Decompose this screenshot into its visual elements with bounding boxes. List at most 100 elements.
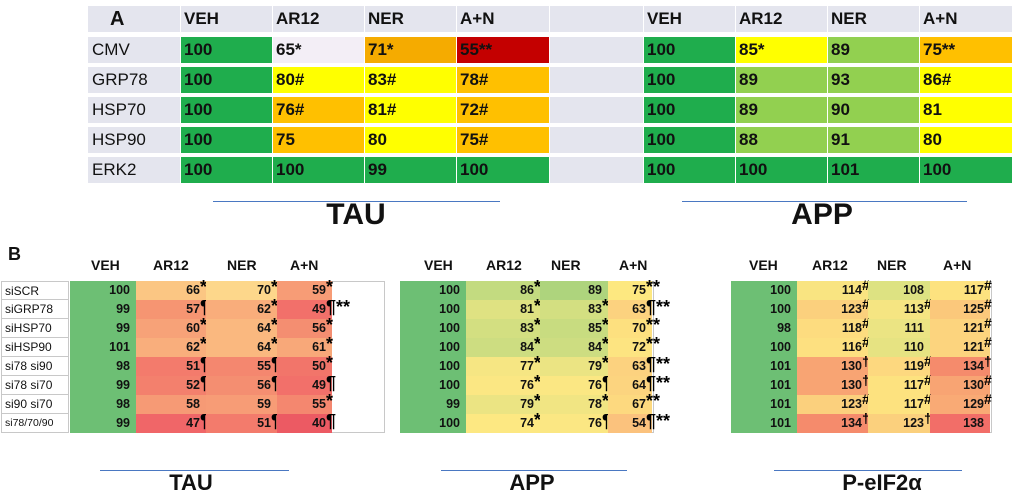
panel-b-peif-header: NER: [877, 257, 907, 273]
panel-b-tau-cell: 57: [136, 300, 206, 319]
panel-a-app-cell: 88: [736, 127, 827, 153]
panel-b-peif-cell: 100: [731, 338, 797, 357]
panel-b-tau-cell: 49: [277, 300, 332, 319]
panel-b-app-cell: 100: [400, 338, 466, 357]
panel-b-peif-significance-mark: #: [924, 353, 932, 369]
panel-b-peif-cell: 130: [797, 357, 868, 376]
panel-a-spacer: [550, 127, 643, 153]
panel-b-tau-cell: 50: [277, 357, 332, 376]
panel-a-tau-cell: 72#: [457, 97, 549, 123]
panel-b-peif-cell: 117: [868, 376, 930, 395]
panel-a-spacer: [550, 97, 643, 123]
panel-b-peif-significance-mark: #: [984, 277, 992, 293]
panel-b-row-label: siHSP70: [1, 319, 69, 338]
panel-b-peif-significance-mark: #: [924, 391, 932, 407]
panel-b-tau-cell: 51: [136, 357, 206, 376]
panel-a-tau-cell: 80#: [273, 67, 364, 93]
panel-b-tau-cell: 98: [70, 357, 136, 376]
panel-a-app-cell: 75**: [920, 37, 1012, 63]
panel-a-tau-cell: 55**: [457, 37, 549, 63]
panel-b-peif-significance-mark: †: [862, 353, 870, 369]
panel-b-tau-cell: 47: [136, 414, 206, 433]
panel-b-app-significance-mark: **: [646, 277, 661, 297]
panel-b-peif-significance-mark: #: [862, 391, 870, 407]
panel-b-app-cell: 70: [608, 319, 652, 338]
panel-a-app-cell: 89: [828, 37, 919, 63]
panel-b-peif-cell: 130: [930, 376, 990, 395]
panel-b-letter: B: [8, 244, 21, 264]
panel-b-peif-cell: 101: [731, 376, 797, 395]
panel-b-tau-header: AR12: [153, 257, 189, 273]
panel-b-tau-cell: 40: [277, 414, 332, 433]
panel-a-row-label: HSP90: [88, 127, 180, 153]
panel-a-tau-cell: 75: [273, 127, 364, 153]
panel-b-app-cell: 63: [608, 357, 652, 376]
panel-b-peif-cell: 101: [731, 414, 797, 433]
panel-b-tau-cell: 51: [206, 414, 277, 433]
panel-b-peif-significance-mark: #: [984, 334, 992, 350]
panel-b-row-label: si90 si70: [1, 395, 69, 414]
panel-b-peif-cell: 121: [930, 319, 990, 338]
panel-a-tau-header-ar12: AR12: [273, 6, 364, 32]
panel-b-peif-cell: 118: [797, 319, 868, 338]
panel-b-app-cell: 76: [466, 376, 540, 395]
panel-b-peif-cell: 110: [868, 338, 930, 357]
panel-b-peif-underline: [774, 470, 962, 471]
panel-b-app-cell: 85: [540, 319, 608, 338]
panel-b-tau-cell: 56: [206, 376, 277, 395]
panel-b-app-significance-mark: *: [534, 353, 542, 373]
panel-b-peif-cell: 134: [797, 414, 868, 433]
panel-b-tau-significance-mark: ¶: [326, 373, 337, 393]
panel-b-peif-significance-mark: #: [862, 334, 870, 350]
panel-a-app-cell: 100: [644, 157, 735, 183]
panel-b-tau-cell: 52: [136, 376, 206, 395]
panel-b-tau-underline: [100, 470, 289, 471]
panel-b-tau-header: VEH: [91, 257, 120, 273]
panel-a-tau-cell: 83#: [365, 67, 456, 93]
panel-b-tau-significance-mark: ¶: [200, 373, 211, 393]
panel-b-app-significance-mark: *: [534, 334, 542, 354]
panel-b-app-header: VEH: [424, 257, 453, 273]
panel-b-peif-significance-mark: #: [984, 391, 992, 407]
panel-b-peif-significance-mark: †: [924, 410, 932, 426]
panel-a-spacer: [550, 67, 643, 93]
panel-a-tau-cell: 80: [365, 127, 456, 153]
panel-a-app-cell: 81: [920, 97, 1012, 123]
panel-a-row-label: ERK2: [88, 157, 180, 183]
panel-b-peif-cell: 130: [797, 376, 868, 395]
panel-b-tau-significance-mark: ¶: [200, 354, 211, 374]
panel-b-app-cell: 79: [466, 395, 540, 414]
panel-b-tau-cell: 59: [277, 281, 332, 300]
panel-b-row-label: si78 si90: [1, 357, 69, 376]
panel-b-peif-significance-mark: #: [924, 296, 932, 312]
panel-b-app-significance-mark: *: [602, 353, 610, 373]
panel-b-peif-cell: 123: [797, 300, 868, 319]
panel-b-app-header: NER: [551, 257, 581, 273]
panel-a-tau-cell: 71*: [365, 37, 456, 63]
panel-b-tau-significance-mark: ¶: [271, 411, 282, 431]
app-underline: [682, 201, 967, 202]
panel-a-app-cell: 90: [828, 97, 919, 123]
panel-b-peif-significance-mark: #: [862, 296, 870, 312]
panel-b-tau-cell: 49: [277, 376, 332, 395]
panel-b-tau-cell: 60: [136, 319, 206, 338]
panel-b-peif-cell: 121: [930, 338, 990, 357]
panel-b-row-label: siHSP90: [1, 338, 69, 357]
panel-b-tau-significance-mark: *: [271, 334, 279, 354]
panel-b-tau-cell: 70: [206, 281, 277, 300]
panel-b-tau-cell: 55: [206, 357, 277, 376]
panel-a-tau-cell: 100: [181, 157, 272, 183]
panel-b-peif-cell: 108: [868, 281, 930, 300]
panel-b-app-cell: 74: [466, 414, 540, 433]
panel-b-app-significance-mark: *: [534, 296, 542, 316]
panel-b-peif-header: A+N: [943, 257, 972, 273]
panel-b-tau-significance-mark: *: [200, 315, 208, 335]
panel-b-app-cell: 99: [400, 395, 466, 414]
panel-b-app-header: AR12: [486, 257, 522, 273]
panel-b-app-significance-mark: ¶**: [646, 354, 671, 374]
panel-b-tau-significance-mark: ¶: [200, 411, 211, 431]
panel-a-tau-cell: 81#: [365, 97, 456, 123]
panel-a-spacer: [550, 37, 643, 63]
panel-b-app-cell: 76: [540, 376, 608, 395]
panel-b-peif-cell: 134: [930, 357, 990, 376]
